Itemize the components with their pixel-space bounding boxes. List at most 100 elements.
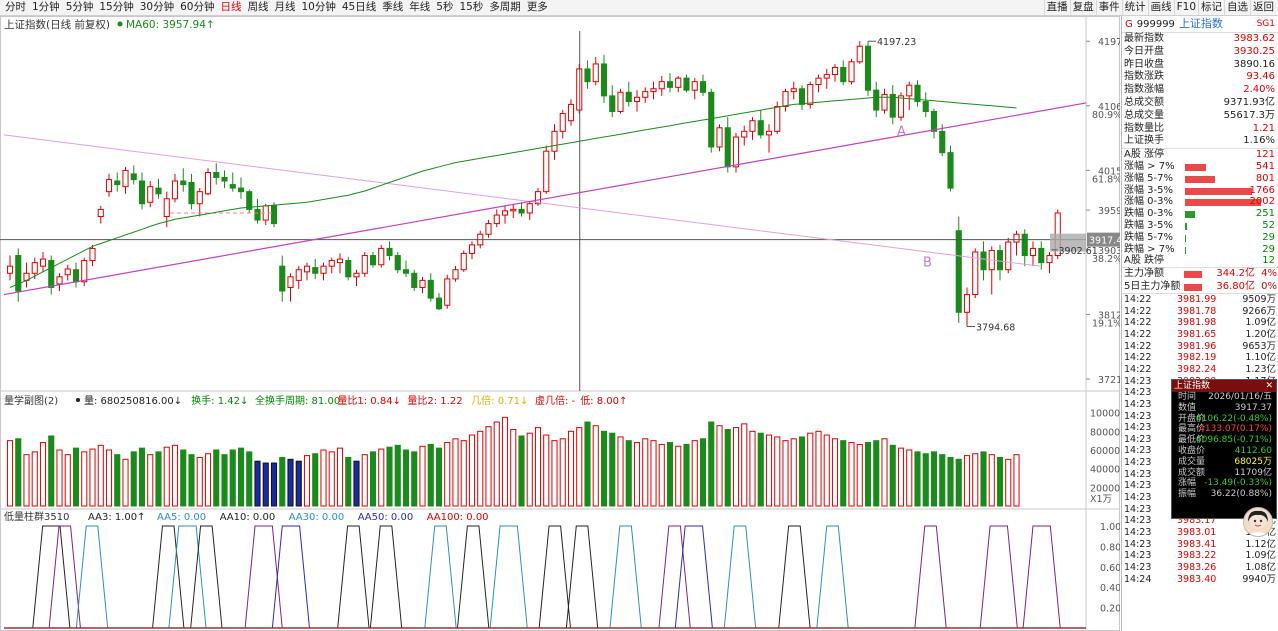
avatar[interactable] — [1243, 507, 1273, 537]
toolbar-button-2[interactable]: 事件 — [1095, 0, 1122, 15]
badge: SG1 — [1256, 19, 1275, 29]
volume-bar — [774, 436, 781, 507]
quote-row: 指数涨跌 93.46 — [1122, 71, 1278, 84]
volume-bar — [683, 443, 690, 507]
candle-body — [864, 45, 872, 91]
tab-period-6[interactable]: 日线 — [220, 1, 242, 13]
volume-bar — [411, 451, 418, 507]
indicator-value-5: AA100: 0.00 — [427, 512, 489, 523]
distribution-value: 2002 — [1249, 196, 1275, 208]
close-icon[interactable]: ✕ — [1265, 381, 1273, 391]
trade-row[interactable]: 14:22 3982.19 1.10亿 — [1122, 352, 1278, 364]
trade-row[interactable]: 14:22 3981.98 1.09亿 — [1122, 317, 1278, 329]
y-tick-label: 4106 — [1098, 102, 1120, 113]
toolbar-button-8[interactable]: 返回 — [1250, 0, 1276, 15]
candle-body — [526, 203, 533, 214]
toolbar-button-6[interactable]: 标记 — [1198, 0, 1224, 15]
trade-row[interactable]: 14:22 3981.99 9509万 — [1122, 294, 1278, 306]
candle — [138, 172, 146, 210]
tab-period-2[interactable]: 5分钟 — [65, 1, 94, 13]
candle — [361, 251, 368, 277]
trade-row[interactable]: 14:22 3981.65 1.20亿 — [1122, 329, 1278, 341]
trade-time: 14:22 — [1124, 294, 1152, 306]
tab-period-13[interactable]: 5秒 — [436, 1, 454, 13]
trade-row[interactable]: 14:22 3981.78 9266万 — [1122, 306, 1278, 318]
quote-label: 上证换手 — [1124, 135, 1164, 147]
trade-row[interactable]: 14:23 3983.41 1.12亿 — [1122, 539, 1278, 551]
candle — [1038, 241, 1045, 270]
trade-row[interactable]: 14:22 3982.24 1.23亿 — [1122, 364, 1278, 376]
tab-period-8[interactable]: 月线 — [274, 1, 296, 13]
trade-time: 14:23 — [1124, 410, 1152, 422]
tab-period-9[interactable]: 10分钟 — [301, 1, 336, 13]
popup-label: 成交量 — [1178, 456, 1206, 467]
tab-period-4[interactable]: 30分钟 — [139, 1, 175, 13]
candle-body — [749, 120, 756, 132]
flow-row: 5日主力净额 36.80亿 0% — [1122, 281, 1278, 294]
volume-bar — [246, 451, 253, 507]
tab-period-14[interactable]: 15秒 — [459, 1, 484, 13]
candle — [823, 68, 830, 89]
tab-period-11[interactable]: 季线 — [382, 1, 404, 13]
toolbar-button-1[interactable]: 复盘 — [1069, 0, 1096, 15]
candle — [922, 92, 929, 118]
popup-value: 2026/01/16/五 — [1208, 392, 1272, 402]
toolbar-button-5[interactable]: F10 — [1173, 0, 1198, 15]
volume-bar — [996, 456, 1004, 507]
volume-bar — [72, 447, 80, 507]
toolbar-button-7[interactable]: 自选 — [1224, 0, 1250, 15]
tab-period-16[interactable]: 更多 — [526, 1, 548, 13]
toolbar-button-4[interactable]: 画线 — [1147, 0, 1174, 15]
toolbar-button-0[interactable]: 直播 — [1043, 0, 1070, 15]
distribution-label: 涨幅 0-3% — [1124, 196, 1174, 208]
candle — [468, 241, 476, 260]
candle-body — [97, 208, 104, 217]
tab-period-12[interactable]: 年线 — [409, 1, 431, 13]
trade-price: 3983.17 — [1177, 515, 1217, 527]
tab-period-10[interactable]: 45日线 — [341, 1, 377, 13]
trade-row[interactable]: 14:23 3983.26 1.08亿 — [1122, 562, 1278, 574]
tab-period-5[interactable]: 60分钟 — [180, 1, 215, 13]
trade-time: 14:23 — [1124, 492, 1152, 504]
candle — [6, 255, 14, 281]
candle-body — [419, 279, 426, 288]
candle — [856, 41, 863, 64]
tab-period-3[interactable]: 15分钟 — [99, 1, 134, 13]
candle-body — [699, 81, 707, 93]
last-label: 3902.61 — [1059, 246, 1098, 257]
volume-bar — [666, 442, 674, 507]
indicator-pulse — [914, 525, 947, 629]
candle-body — [584, 68, 591, 83]
marker-a: A — [897, 124, 906, 139]
trade-row[interactable]: 14:22 3981.96 9653万 — [1122, 341, 1278, 353]
distribution-row: 涨幅 3-5% 1766 — [1122, 185, 1278, 197]
flow-bar — [1184, 271, 1202, 279]
volume-bar — [1013, 454, 1020, 507]
tab-period-1[interactable]: 1分钟 — [32, 1, 60, 13]
volume-bar — [328, 451, 335, 507]
candle-body — [444, 278, 451, 306]
volume-bar — [6, 440, 14, 507]
ma60-label: MA60: 3957.94↑ — [126, 19, 215, 31]
chart-area[interactable]: 3917.4 A B 量学副图(2) 量: 680250816.00↓ 换手: 1.42… — [0, 16, 1120, 631]
candle — [303, 262, 311, 281]
tab-period-7[interactable]: 周线 — [247, 1, 269, 13]
candle-body — [559, 113, 566, 132]
distribution-row: A股 涨停 121 — [1122, 149, 1278, 161]
candle-body — [15, 255, 22, 292]
trade-price: 3981.78 — [1177, 305, 1217, 317]
trade-row[interactable]: 14:24 3983.40 9940万 — [1122, 574, 1278, 586]
tab-period-0[interactable]: 分时 — [5, 1, 26, 13]
candle-body — [873, 89, 880, 111]
volume-bar — [823, 434, 830, 507]
candle-body — [221, 176, 228, 182]
popup-row: 最低价 4096.85(-0.71%) — [1172, 435, 1276, 446]
trade-row[interactable]: 14:23 3983.22 1.09亿 — [1122, 550, 1278, 562]
popup-title: 上证指数 — [1174, 381, 1211, 391]
candle-body — [939, 130, 946, 154]
candle — [394, 251, 401, 274]
stock-name[interactable]: 上证指数 — [1178, 17, 1223, 30]
volume-bar — [452, 438, 459, 507]
toolbar-button-3[interactable]: 统计 — [1121, 0, 1148, 15]
tab-period-15[interactable]: 多周期 — [489, 1, 521, 13]
